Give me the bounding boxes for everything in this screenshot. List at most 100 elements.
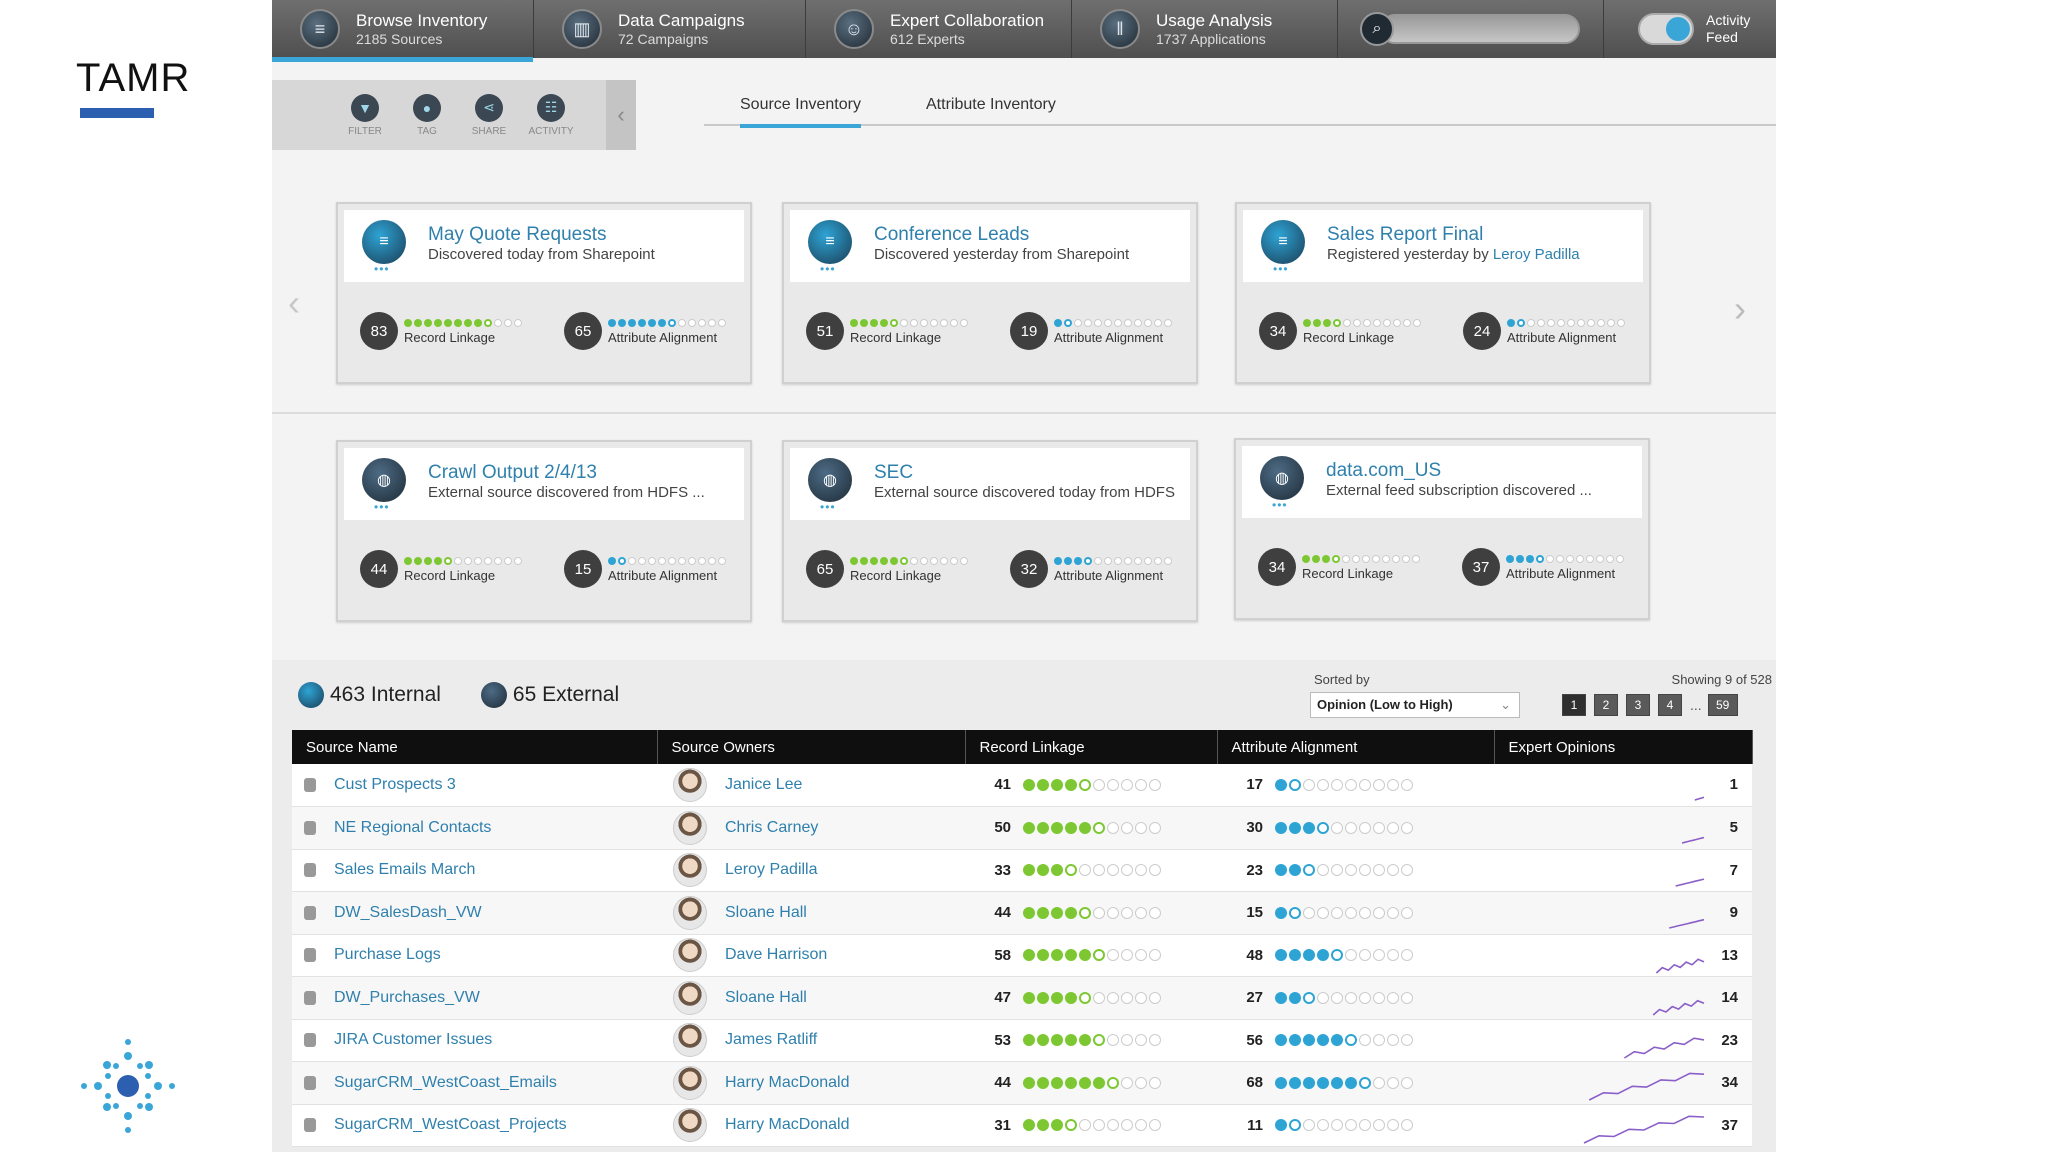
more-icon[interactable]: ••• [374, 262, 390, 276]
card-title[interactable]: Sales Report Final [1327, 224, 1484, 245]
sort-select[interactable]: Opinion (Low to High) ⌄ [1310, 692, 1520, 718]
column-header[interactable]: Expert Opinions [1494, 730, 1753, 764]
progress-dot [1536, 554, 1544, 563]
owner-link[interactable]: Leroy Padilla [725, 861, 818, 879]
tab-attribute-inventory[interactable]: Attribute Inventory [926, 96, 1056, 113]
progress-dot [1331, 949, 1343, 962]
more-icon[interactable]: ••• [1272, 498, 1288, 512]
owner-link[interactable]: Harry MacDonald [725, 1116, 850, 1134]
source-card[interactable]: ◍ ••• SEC External source discovered toda… [782, 440, 1198, 622]
table-row[interactable]: Purchase Logs Dave Harrison 58 48 13 [292, 934, 1752, 977]
source-name-link[interactable]: Cust Prospects 3 [334, 776, 456, 793]
source-card[interactable]: ◍ ••• Crawl Output 2/4/13 External source… [336, 440, 752, 622]
owner-link[interactable]: Janice Lee [725, 776, 803, 793]
source-name-link[interactable]: DW_Purchases_VW [334, 988, 480, 1006]
nav-browse-inventory[interactable]: ≡ Browse Inventory 2185 Sources [272, 0, 534, 62]
column-header[interactable]: Source Name [292, 730, 658, 764]
owner-link[interactable]: James Ratliff [725, 1031, 818, 1049]
source-card[interactable]: ≡ ••• May Quote Requests Discovered today… [336, 202, 752, 384]
card-title[interactable]: Crawl Output 2/4/13 [428, 462, 597, 483]
progress-dot [1303, 1119, 1315, 1132]
page-button-3[interactable]: 3 [1626, 694, 1650, 716]
table-row[interactable]: Sales Emails March Leroy Padilla 33 23 7 [292, 849, 1752, 892]
opinion-sparkline [1652, 999, 1705, 1016]
source-card[interactable]: ≡ ••• Conference Leads Discovered yesterd… [782, 202, 1198, 384]
progress-dot [1037, 906, 1049, 919]
owner-link[interactable]: Harry MacDonald [725, 1073, 850, 1091]
card-title[interactable]: data.com_US [1326, 460, 1442, 481]
more-icon[interactable]: ••• [374, 500, 390, 514]
source-card[interactable]: ≡ ••• Sales Report Final Registered yeste… [1235, 202, 1651, 384]
source-name-link[interactable]: JIRA Customer Issues [334, 1031, 493, 1049]
table-row[interactable]: JIRA Customer Issues James Ratliff 53 56… [292, 1019, 1752, 1062]
table-row[interactable]: DW_Purchases_VW Sloane Hall 47 27 14 [292, 976, 1752, 1020]
owner-link[interactable]: Sloane Hall [725, 988, 807, 1006]
card-title[interactable]: SEC [874, 462, 914, 483]
search-icon[interactable]: ⌕ [1360, 12, 1394, 46]
source-name-link[interactable]: NE Regional Contacts [334, 818, 492, 836]
progress-dot [1079, 864, 1091, 877]
progress-dot [1079, 949, 1091, 962]
source-name-link[interactable]: Sales Emails March [334, 861, 476, 879]
progress-dot [1107, 949, 1119, 962]
carousel-prev-icon[interactable]: ‹ [288, 282, 300, 323]
page-button-1[interactable]: 1 [1562, 694, 1586, 716]
owner-cell: Sloane Hall [657, 976, 965, 1020]
source-name-link[interactable]: Purchase Logs [334, 946, 441, 964]
top-nav: ≡ Browse Inventory 2185 Sources ▥ Data Ca… [272, 0, 1776, 62]
record-score-badge: 51 [806, 312, 844, 350]
page-button-last[interactable]: 59 [1707, 694, 1738, 716]
filter-tool[interactable]: ▼ FILTER [334, 93, 396, 137]
column-header[interactable]: Attribute Alignment [1217, 730, 1495, 764]
record-progress [1023, 821, 1161, 834]
progress-dot [950, 318, 958, 327]
owner-link[interactable]: Dave Harrison [725, 946, 828, 964]
card-subtitle: Registered yesterday by Leroy Padilla [1327, 246, 1580, 264]
column-header[interactable]: Source Owners [657, 730, 966, 764]
attribute-alignment-cell: 56 [1217, 1019, 1494, 1062]
progress-dot [1065, 1076, 1077, 1089]
more-icon[interactable]: ••• [820, 500, 836, 514]
nav-expert-collaboration[interactable]: ☺ Expert Collaboration 612 Experts [806, 0, 1072, 58]
owner-link[interactable]: Leroy Padilla [1492, 246, 1580, 263]
table-row[interactable]: SugarCRM_WestCoast_Projects Harry MacDon… [292, 1104, 1752, 1147]
toggle-switch[interactable] [1638, 13, 1694, 45]
card-title[interactable]: May Quote Requests [428, 224, 607, 245]
share-tool[interactable]: ⋖ SHARE [458, 93, 520, 137]
source-name-link[interactable]: DW_SalesDash_VW [334, 903, 482, 921]
record-score-badge: 65 [806, 550, 844, 588]
carousel-next-icon[interactable]: › [1734, 288, 1746, 329]
avatar [673, 980, 707, 1015]
nav-data-campaigns[interactable]: ▥ Data Campaigns 72 Campaigns [534, 0, 806, 58]
table-row[interactable]: Cust Prospects 3 Janice Lee 41 17 1 [292, 764, 1752, 807]
tag-tool[interactable]: ● TAG [396, 93, 458, 137]
tab-source-inventory[interactable]: Source Inventory [740, 96, 861, 128]
collapse-toolbar-button[interactable]: ‹ [606, 80, 636, 150]
progress-dot [1275, 949, 1287, 962]
source-name-link[interactable]: SugarCRM_WestCoast_Projects [334, 1116, 567, 1134]
progress-dot [1303, 778, 1315, 791]
source-card[interactable]: ◍ ••• data.com_US External feed subscript… [1234, 438, 1650, 620]
progress-dot [1303, 821, 1315, 834]
record-progress [1023, 906, 1161, 919]
activity-tool[interactable]: ☷ ACTIVITY [520, 93, 582, 137]
search-input[interactable] [1380, 14, 1580, 44]
more-icon[interactable]: ••• [820, 262, 836, 276]
activity-feed-toggle[interactable]: Activity Feed [1604, 0, 1750, 58]
owner-link[interactable]: Sloane Hall [725, 903, 807, 921]
page-button-4[interactable]: 4 [1658, 694, 1682, 716]
source-name-link[interactable]: SugarCRM_WestCoast_Emails [334, 1073, 557, 1091]
table-row[interactable]: NE Regional Contacts Chris Carney 50 30 … [292, 806, 1752, 850]
more-icon[interactable]: ••• [1273, 262, 1289, 276]
progress-dot [1124, 556, 1132, 565]
page-button-2[interactable]: 2 [1594, 694, 1618, 716]
record-score: 33 [994, 861, 1011, 879]
owner-link[interactable]: Chris Carney [725, 818, 819, 836]
table-row[interactable]: DW_SalesDash_VW Sloane Hall 44 15 9 [292, 891, 1752, 935]
nav-usage-analysis[interactable]: ‖ Usage Analysis 1737 Applications [1072, 0, 1338, 58]
progress-dot [1093, 906, 1105, 919]
card-title[interactable]: Conference Leads [874, 224, 1030, 245]
table-row[interactable]: SugarCRM_WestCoast_Emails Harry MacDonal… [292, 1061, 1752, 1105]
opinion-sparkline [1583, 1114, 1705, 1144]
column-header[interactable]: Record Linkage [965, 730, 1218, 764]
